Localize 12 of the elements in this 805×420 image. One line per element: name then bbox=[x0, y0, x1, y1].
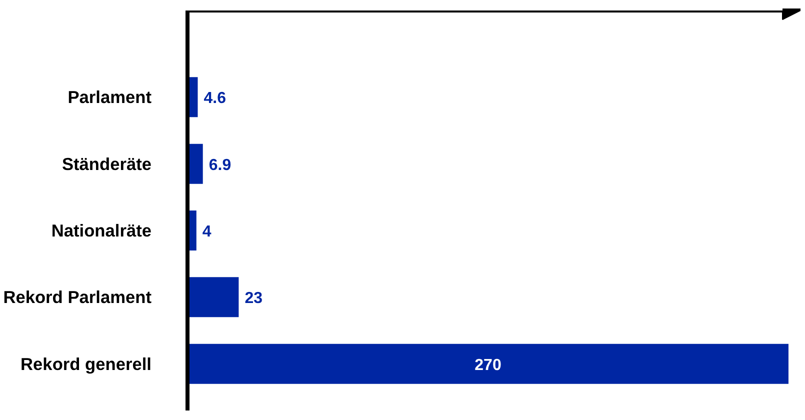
data-label: 4 bbox=[202, 224, 212, 240]
data-label: 4.6 bbox=[204, 90, 226, 108]
data-label: 23 bbox=[244, 290, 263, 308]
bar bbox=[188, 277, 239, 318]
y-tick-label: Rekord generell bbox=[20, 354, 152, 374]
y-tick-label: Rekord Parlament bbox=[3, 287, 152, 308]
y-tick-label: Parlament bbox=[68, 87, 152, 108]
data-label: 270 bbox=[474, 356, 502, 374]
y-tick-label: Nationalräte bbox=[51, 220, 152, 240]
y-tick-label: Ständeräte bbox=[62, 154, 152, 174]
bar bbox=[188, 344, 788, 384]
data-label: 6.9 bbox=[208, 156, 232, 174]
